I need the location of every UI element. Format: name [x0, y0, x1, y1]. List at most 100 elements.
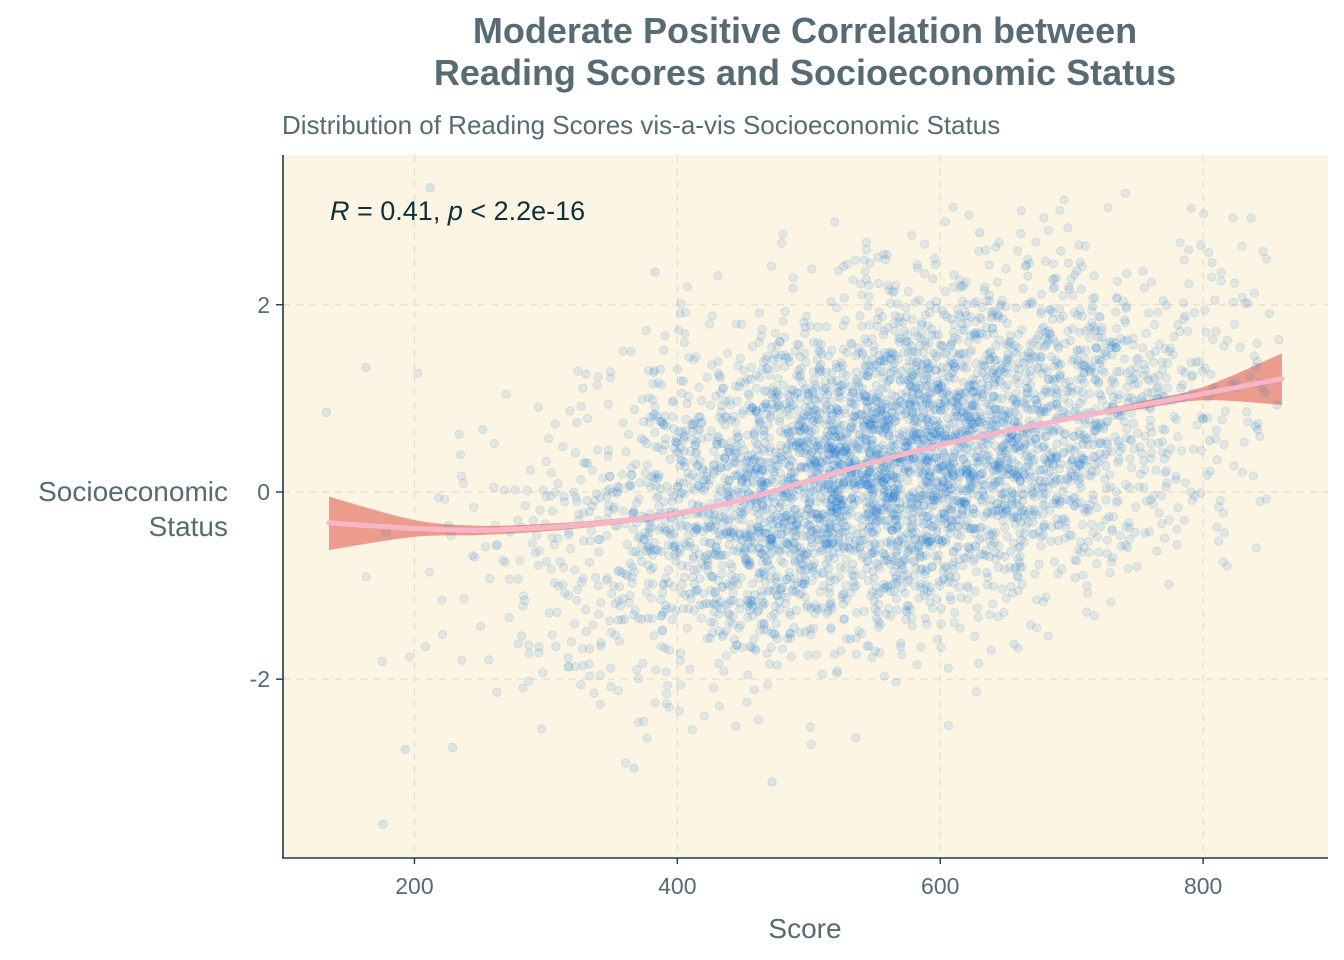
scatter-point: [1037, 483, 1048, 493]
scatter-point: [825, 518, 835, 528]
scatter-point: [921, 477, 931, 487]
scatter-point: [771, 388, 781, 398]
scatter-point: [715, 512, 725, 523]
scatter-point: [1043, 226, 1054, 236]
scatter-point: [838, 361, 848, 371]
scatter-point: [1043, 424, 1053, 434]
scatter-point: [640, 468, 651, 479]
scatter-point: [715, 462, 726, 472]
scatter-point: [1198, 413, 1208, 424]
scatter-point: [643, 478, 653, 488]
scatter-point: [534, 648, 544, 658]
scatter-point: [1212, 522, 1222, 532]
scatter-point: [1206, 369, 1216, 379]
scatter-point: [1178, 380, 1188, 390]
scatter-point: [1037, 289, 1047, 299]
scatter-point: [903, 337, 913, 347]
scatter-point: [656, 611, 667, 621]
scatter-point: [965, 331, 975, 341]
scatter-point: [954, 541, 964, 552]
scatter-point: [772, 387, 783, 397]
scatter-point: [823, 351, 834, 361]
scatter-point: [943, 413, 953, 423]
scatter-point: [724, 580, 735, 591]
scatter-point: [1091, 466, 1101, 476]
scatter-point: [818, 514, 829, 525]
scatter-point: [555, 557, 565, 567]
scatter-point: [977, 389, 987, 399]
scatter-point: [875, 443, 885, 453]
scatter-point: [827, 494, 837, 504]
scatter-point: [679, 432, 689, 442]
scatter-point: [664, 645, 674, 655]
scatter-point: [934, 496, 944, 506]
scatter-point: [781, 424, 791, 434]
scatter-point: [691, 448, 701, 458]
scatter-point: [883, 427, 893, 437]
scatter-point: [772, 516, 782, 526]
scatter-point: [1071, 556, 1082, 566]
scatter-point: [956, 449, 967, 459]
scatter-point: [888, 473, 898, 484]
scatter-point: [945, 340, 956, 350]
scatter-point: [923, 454, 933, 464]
scatter-point: [806, 739, 816, 750]
scatter-point: [937, 305, 948, 316]
scatter-point: [844, 536, 854, 546]
scatter-point: [846, 441, 856, 451]
scatter-point: [669, 396, 679, 406]
scatter-point: [1164, 515, 1174, 525]
scatter-point: [690, 440, 700, 450]
scatter-point: [1013, 586, 1023, 596]
scatter-point: [824, 539, 834, 549]
scatter-point: [771, 392, 781, 402]
scatter-point: [713, 271, 723, 281]
scatter-point: [916, 319, 927, 330]
scatter-point: [579, 508, 589, 518]
scatter-point: [842, 511, 852, 521]
scatter-point: [1089, 321, 1099, 331]
scatter-point: [770, 629, 780, 639]
scatter-point: [1219, 341, 1229, 351]
scatter-point: [953, 352, 963, 362]
scatter-point: [737, 409, 748, 419]
scatter-point: [932, 430, 942, 440]
scatter-point: [413, 368, 423, 378]
scatter-point: [873, 278, 884, 289]
scatter-point: [662, 604, 672, 614]
scatter-point: [1030, 569, 1040, 579]
scatter-point: [970, 329, 980, 339]
scatter-point: [745, 599, 755, 609]
scatter-point: [774, 400, 785, 410]
scatter-point: [713, 431, 723, 442]
scatter-point: [803, 520, 813, 530]
scatter-point: [446, 531, 456, 541]
scatter-point: [541, 491, 551, 502]
scatter-point: [855, 543, 865, 554]
scatter-point: [1132, 561, 1142, 572]
scatter-point: [1045, 305, 1055, 315]
scatter-point: [873, 424, 884, 435]
scatter-point: [764, 659, 775, 669]
scatter-point: [734, 623, 744, 633]
scatter-point: [1245, 371, 1255, 381]
scatter-point: [492, 540, 502, 550]
scatter-point: [958, 281, 969, 291]
scatter-point: [887, 408, 897, 418]
scatter-point: [1141, 328, 1151, 338]
scatter-point: [777, 238, 787, 248]
scatter-point: [955, 467, 965, 477]
scatter-point: [937, 341, 947, 351]
scatter-point: [785, 492, 796, 502]
scatter-point: [1261, 494, 1271, 504]
scatter-point: [643, 613, 653, 623]
scatter-point: [773, 373, 783, 384]
p-value: < 2.2e-16: [463, 196, 585, 226]
scatter-point: [667, 412, 678, 422]
scatter-point: [1034, 341, 1044, 351]
scatter-point: [1044, 477, 1054, 487]
scatter-point: [1018, 283, 1028, 294]
scatter-point: [1020, 469, 1030, 480]
scatter-point: [695, 456, 705, 466]
scatter-point: [962, 522, 972, 533]
